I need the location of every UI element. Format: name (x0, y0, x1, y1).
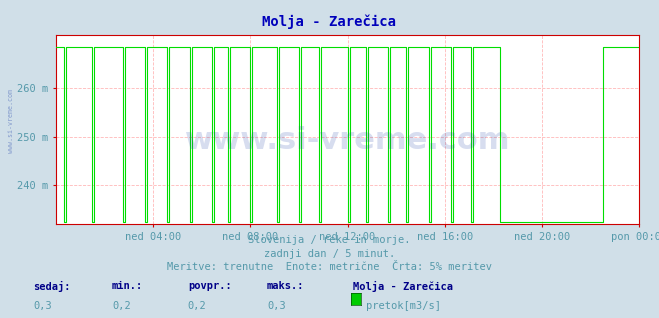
Text: 0,3: 0,3 (267, 301, 285, 310)
Text: min.:: min.: (112, 281, 143, 291)
Text: povpr.:: povpr.: (188, 281, 231, 291)
Text: pretok[m3/s]: pretok[m3/s] (366, 301, 441, 310)
Text: Molja - Zarečica: Molja - Zarečica (262, 14, 397, 29)
Text: Molja - Zarečica: Molja - Zarečica (353, 281, 453, 293)
Text: www.si-vreme.com: www.si-vreme.com (185, 127, 510, 156)
Text: maks.:: maks.: (267, 281, 304, 291)
Text: 0,2: 0,2 (188, 301, 206, 310)
Text: zadnji dan / 5 minut.: zadnji dan / 5 minut. (264, 249, 395, 259)
Text: Meritve: trenutne  Enote: metrične  Črta: 5% meritev: Meritve: trenutne Enote: metrične Črta: … (167, 262, 492, 272)
Text: www.si-vreme.com: www.si-vreme.com (8, 89, 14, 153)
Text: sedaj:: sedaj: (33, 281, 71, 293)
Text: Slovenija / reke in morje.: Slovenija / reke in morje. (248, 235, 411, 245)
Text: 0,2: 0,2 (112, 301, 130, 310)
Text: 0,3: 0,3 (33, 301, 51, 310)
